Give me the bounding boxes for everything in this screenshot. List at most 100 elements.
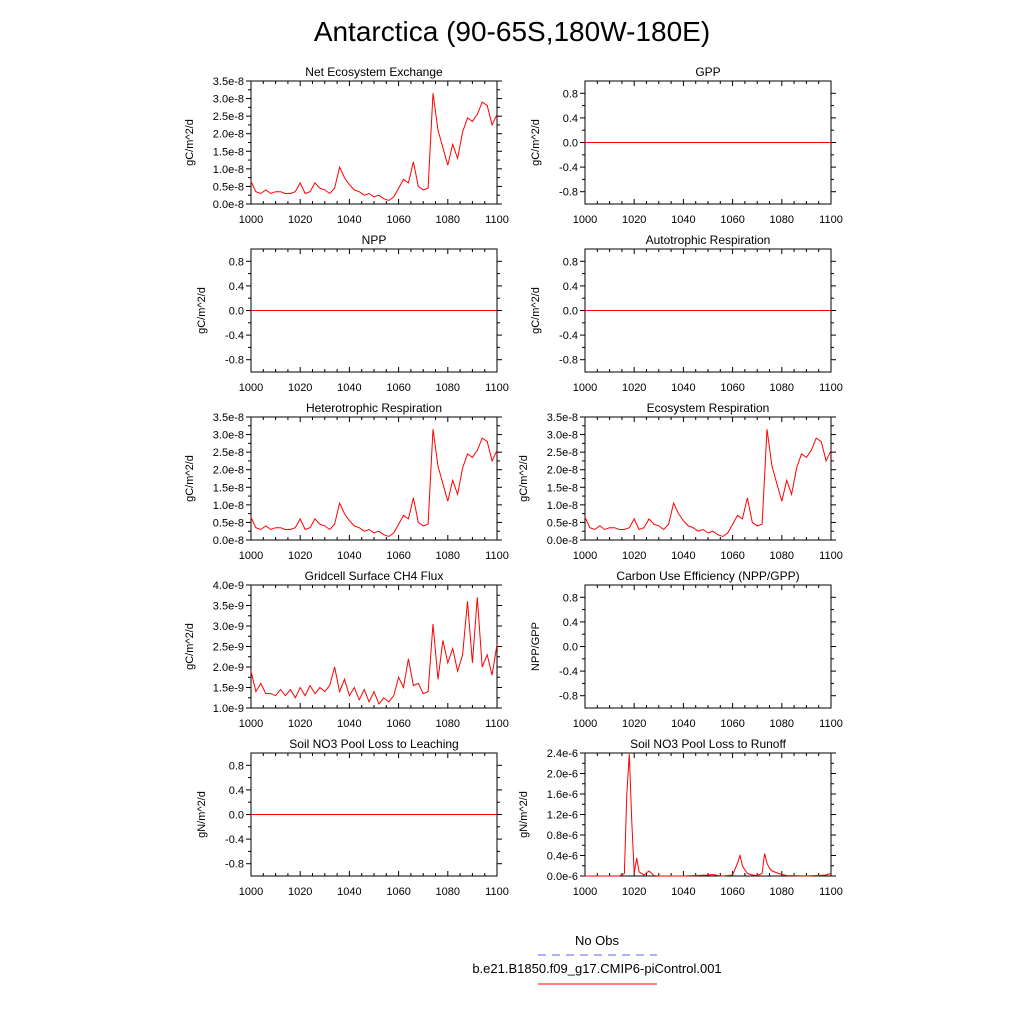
- x-tick-label: 1080: [436, 886, 460, 898]
- panel-autotrophic-respiration: Autotrophic Respiration 1000 1020 1040 1060 1…: [530, 233, 843, 394]
- y-tick-label: -0.8: [559, 187, 578, 199]
- y-tick-label: -0.8: [225, 355, 244, 367]
- y-tick-label: 3.5e-9: [213, 601, 244, 613]
- panel-title-npp: NPP: [362, 233, 387, 247]
- y-tick-label: 0.0e-8: [547, 535, 578, 547]
- y-tick-label: -0.4: [559, 666, 578, 678]
- x-tick-label: 1040: [671, 886, 695, 898]
- y-tick-label: -0.4: [225, 330, 244, 342]
- x-tick-label: 1080: [770, 550, 794, 562]
- y-tick-label: 2.5e-8: [213, 447, 244, 459]
- panel-title-gpp: GPP: [695, 65, 720, 79]
- x-tick-label: 1040: [337, 886, 361, 898]
- y-tick-label: -0.4: [559, 330, 578, 342]
- y-tick-label: 3.0e-8: [213, 430, 244, 442]
- y-tick-label: 0.0e-8: [213, 535, 244, 547]
- x-tick-label: 1020: [622, 550, 646, 562]
- panel-ecosystem-respiration: Ecosystem Respiration 1000 1020 1040 1060 108…: [518, 401, 843, 562]
- y-tick-label: 1.5e-9: [213, 683, 244, 695]
- y-tick-label: 0.8e-6: [547, 830, 578, 842]
- series-line: [585, 753, 832, 877]
- y-tick-label: 0.4: [563, 617, 578, 629]
- y-tick-label: 1.0e-8: [213, 500, 244, 512]
- plot-frame: [584, 584, 832, 709]
- series-line: [250, 93, 498, 202]
- x-tick-label: 1000: [239, 550, 263, 562]
- x-tick-label: 1100: [485, 214, 509, 226]
- panel-title-ecosystem-respiration: Ecosystem Respiration: [647, 401, 770, 415]
- x-tick-label: 1020: [288, 214, 312, 226]
- y-tick-label: 0.4: [563, 281, 578, 293]
- x-tick-label: 1020: [288, 718, 312, 730]
- x-tick-label: 1080: [436, 382, 460, 394]
- y-tick-label: 1.2e-6: [547, 810, 578, 822]
- y-axis-label: gC/m^2/d: [530, 119, 542, 166]
- x-tick-label: 1040: [671, 382, 695, 394]
- y-axis-label: gC/m^2/d: [196, 287, 208, 334]
- y-tick-label: 1.0e-8: [547, 500, 578, 512]
- x-tick-label: 1080: [770, 886, 794, 898]
- y-tick-label: -0.8: [225, 859, 244, 871]
- legend: No Obs b.e21.B1850.f09_g17.CMIP6-piContr…: [472, 933, 722, 985]
- x-tick-label: 1060: [720, 718, 744, 730]
- x-tick-label: 1080: [770, 718, 794, 730]
- y-tick-label: 0.8: [563, 592, 578, 604]
- y-tick-label: 1.5e-8: [547, 482, 578, 494]
- y-tick-label: -0.8: [559, 691, 578, 703]
- y-tick-label: 2.5e-8: [213, 111, 244, 123]
- x-tick-label: 1020: [622, 214, 646, 226]
- panel-heterotrophic-respiration: Heterotrophic Respiration 1000 1020 1040 106…: [184, 401, 509, 562]
- y-tick-label: 1.5e-8: [213, 482, 244, 494]
- x-tick-label: 1020: [288, 550, 312, 562]
- y-tick-label: 3.0e-8: [547, 430, 578, 442]
- x-tick-label: 1080: [436, 718, 460, 730]
- y-tick-label: 2.0e-6: [547, 769, 578, 781]
- x-tick-label: 1020: [622, 886, 646, 898]
- figure-title: Antarctica (90-65S,180W-180E): [314, 16, 710, 47]
- panel-title-gridcell-surface-ch4-flux: Gridcell Surface CH4 Flux: [305, 569, 444, 583]
- panel-net-ecosystem-exchange: Net Ecosystem Exchange 1000 1020 1040 1060 10…: [184, 65, 509, 226]
- y-tick-label: -0.4: [559, 162, 578, 174]
- x-tick-label: 1100: [485, 550, 509, 562]
- y-tick-label: -0.4: [225, 834, 244, 846]
- panel-npp: NPP 1000 1020 1040 1060 1080 1100 -0.8 -0.4 0.0 0.…: [196, 233, 509, 394]
- y-tick-label: 2.0e-9: [213, 662, 244, 674]
- y-tick-label: 2.5e-8: [547, 447, 578, 459]
- y-tick-label: 2.0e-8: [213, 465, 244, 477]
- y-tick-label: 0.5e-8: [213, 181, 244, 193]
- panel-soil-no3-pool-loss-to-runoff: Soil NO3 Pool Loss to Runoff 1000 1020 1040…: [518, 737, 843, 898]
- y-tick-label: 0.8: [229, 760, 244, 772]
- x-tick-label: 1060: [386, 718, 410, 730]
- y-tick-label: 0.0: [563, 306, 578, 318]
- legend-model-label: b.e21.B1850.f09_g17.CMIP6-piControl.001: [472, 961, 721, 976]
- x-tick-label: 1040: [671, 214, 695, 226]
- y-axis-label: gN/m^2/d: [518, 791, 530, 838]
- x-tick-label: 1060: [720, 382, 744, 394]
- y-tick-label: 1.5e-8: [213, 146, 244, 158]
- x-tick-label: 1060: [386, 214, 410, 226]
- x-tick-label: 1040: [337, 382, 361, 394]
- x-tick-label: 1080: [770, 214, 794, 226]
- panel-soil-no3-pool-loss-to-leaching: Soil NO3 Pool Loss to Leaching 1000 1020 10…: [196, 737, 509, 898]
- y-axis-label: gC/m^2/d: [184, 455, 196, 502]
- y-axis-label: NPP/GPP: [530, 622, 542, 671]
- x-tick-label: 1100: [819, 718, 843, 730]
- x-tick-label: 1040: [337, 214, 361, 226]
- x-tick-label: 1080: [436, 550, 460, 562]
- x-tick-label: 1080: [436, 214, 460, 226]
- x-tick-label: 1000: [573, 382, 597, 394]
- y-tick-label: 1.0e-8: [213, 164, 244, 176]
- y-tick-label: 2.0e-8: [213, 129, 244, 141]
- y-tick-label: 0.8: [563, 88, 578, 100]
- y-tick-label: 3.0e-9: [213, 621, 244, 633]
- y-tick-label: 4.0e-9: [213, 580, 244, 592]
- y-tick-label: 2.5e-9: [213, 642, 244, 654]
- x-tick-label: 1000: [573, 886, 597, 898]
- legend-obs-label: No Obs: [575, 933, 620, 948]
- y-tick-label: 0.4: [563, 113, 578, 125]
- x-tick-label: 1020: [622, 718, 646, 730]
- panel-title-carbon-use-efficiency-npp-gpp: Carbon Use Efficiency (NPP/GPP): [616, 569, 799, 583]
- y-tick-label: 0.4e-6: [547, 851, 578, 863]
- x-tick-label: 1060: [720, 214, 744, 226]
